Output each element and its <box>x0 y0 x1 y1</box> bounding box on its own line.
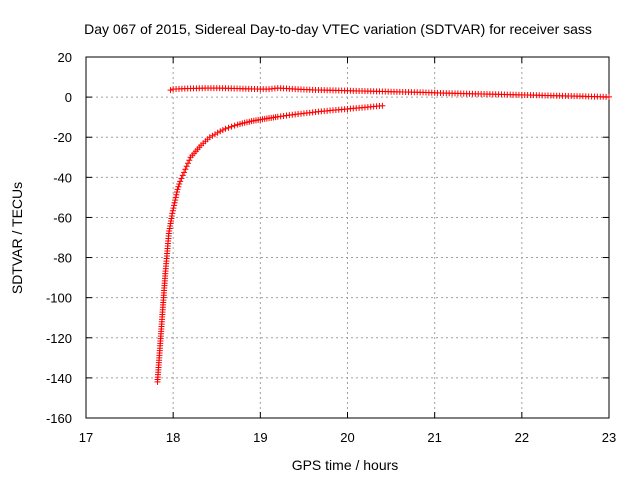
y-axis-label: SDTVAR / TECUs <box>9 182 25 294</box>
series-1 <box>167 85 612 100</box>
chart-title: Day 067 of 2015, Sidereal Day-to-day VTE… <box>84 21 592 37</box>
data-point <box>173 191 180 198</box>
y-tick-label: 0 <box>65 90 72 105</box>
data-point <box>178 175 185 182</box>
x-tick-label: 22 <box>515 430 529 445</box>
x-tick-label: 23 <box>602 430 616 445</box>
y-tick-label: 20 <box>58 50 72 65</box>
data-point <box>176 181 183 188</box>
axis-ticks: 17 18 19 20 21 22 23 -160 -140 -120 -100 -80 -60 -40 -… <box>46 50 616 445</box>
data-point <box>228 123 235 130</box>
y-tick-label: -60 <box>53 210 72 225</box>
data-point <box>606 93 612 100</box>
data-point <box>231 122 238 129</box>
x-axis-label: GPS time / hours <box>292 457 399 473</box>
data-point <box>173 189 180 196</box>
data-point <box>209 132 216 139</box>
data-point <box>219 127 226 134</box>
data-point <box>172 194 179 201</box>
data-point <box>172 197 179 204</box>
y-tick-label: -120 <box>46 331 72 346</box>
y-tick-label: -100 <box>46 291 72 306</box>
y-tick-label: -140 <box>46 371 72 386</box>
data-point <box>183 163 190 170</box>
data-point <box>184 160 191 167</box>
x-tick-label: 19 <box>253 430 267 445</box>
data-point <box>169 210 176 217</box>
data-point <box>217 128 224 135</box>
data-point <box>175 183 182 190</box>
data-point <box>177 178 184 185</box>
x-tick-label: 18 <box>166 430 180 445</box>
data-layer <box>154 85 612 385</box>
data-point <box>171 202 178 209</box>
data-point <box>179 172 186 179</box>
series-2 <box>154 102 386 385</box>
data-point <box>379 102 386 109</box>
data-point <box>222 125 229 132</box>
data-point <box>174 186 181 193</box>
data-point <box>171 199 178 206</box>
y-tick-label: -40 <box>53 170 72 185</box>
data-point <box>186 157 193 164</box>
data-point <box>169 207 176 214</box>
data-point <box>214 129 221 136</box>
data-point <box>212 131 219 138</box>
y-tick-label: -80 <box>53 251 72 266</box>
data-point <box>170 205 177 212</box>
x-tick-label: 21 <box>427 430 441 445</box>
data-point <box>182 166 189 173</box>
data-point <box>225 124 232 131</box>
x-tick-label: 20 <box>340 430 354 445</box>
x-tick-label: 17 <box>79 430 93 445</box>
data-point <box>167 87 174 94</box>
y-tick-label: -160 <box>46 411 72 426</box>
data-point <box>181 169 188 176</box>
y-tick-label: -20 <box>53 130 72 145</box>
